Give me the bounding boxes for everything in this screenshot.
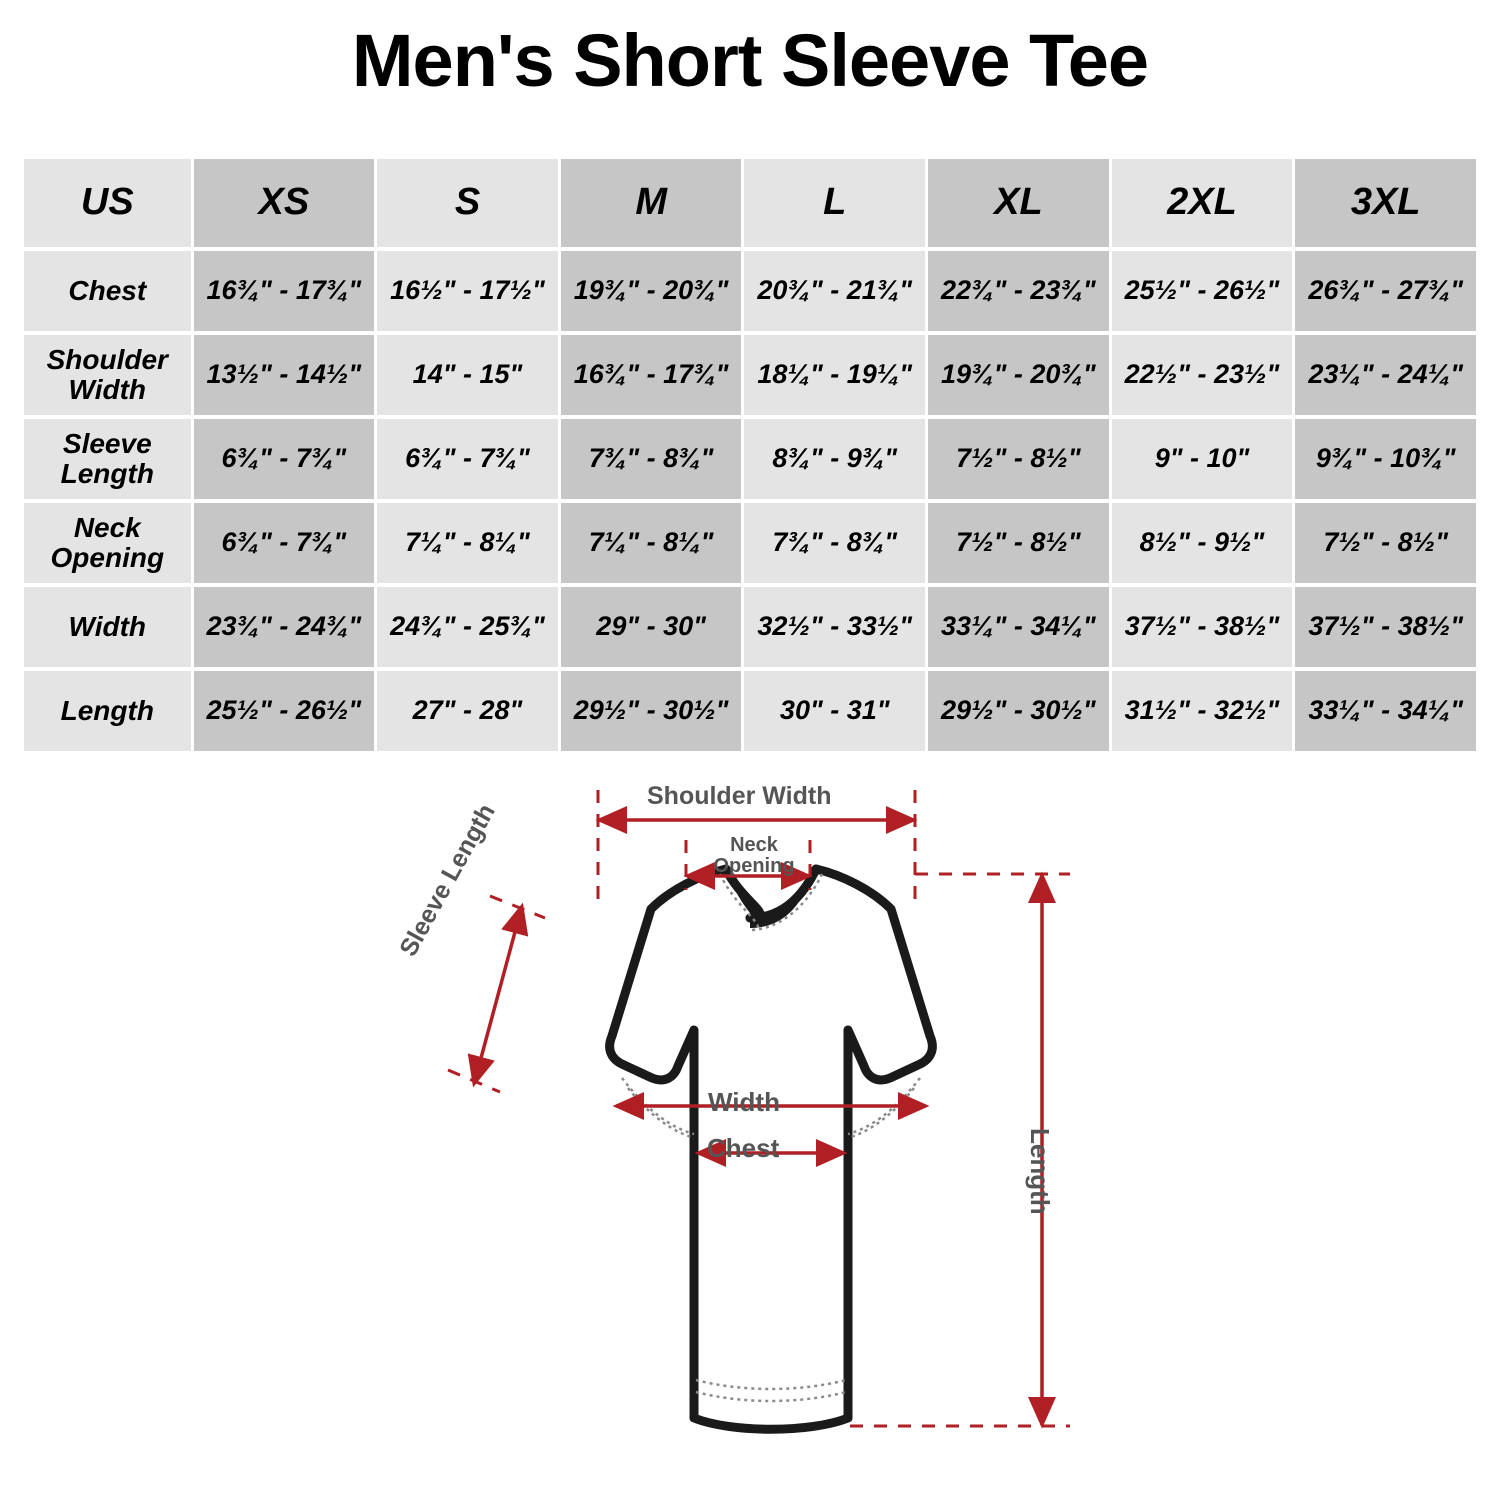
- cell-neck-xs: 6¾" - 7¾": [193, 503, 375, 583]
- cell-length-xl: 29½" - 30½": [928, 671, 1109, 751]
- cell-length-l: 30" - 31": [744, 671, 926, 751]
- width-label: Width: [708, 1087, 780, 1117]
- page-title: Men's Short Sleeve Tee: [351, 19, 1149, 102]
- table-header-row: US XS S M L XL 2XL 3XL: [24, 159, 1476, 247]
- cell-sleeve-2xl: 9" - 10": [1111, 419, 1293, 499]
- cell-width-m: 29" - 30": [560, 587, 742, 667]
- cell-shoulder-m: 16¾" - 17¾": [560, 335, 742, 415]
- cell-width-xl: 33¼" - 34¼": [928, 587, 1109, 667]
- cell-neck-m: 7¼" - 8¼": [560, 503, 742, 583]
- sleeve-length-arrow: [467, 902, 529, 1088]
- row-label-line-1: Shoulder: [46, 343, 168, 375]
- header-cell-l: L: [744, 159, 926, 247]
- row-label-shoulder-width: Shoulder Width: [24, 335, 191, 415]
- row-label-sleeve-length: Sleeve Length: [24, 419, 191, 499]
- cell-width-l: 32½" - 33½": [744, 587, 926, 667]
- cell-neck-3xl: 7½" - 8½": [1295, 503, 1476, 583]
- table-row: Width 23¾" - 24¾" 24¾" - 25¾" 29" - 30" …: [24, 587, 1476, 667]
- cell-shoulder-l: 18¼" - 19¼": [744, 335, 926, 415]
- header-cell-us: US: [24, 159, 191, 247]
- cell-shoulder-s: 14" - 15": [377, 335, 558, 415]
- cell-sleeve-xl: 7½" - 8½": [928, 419, 1109, 499]
- row-label-width: Width: [24, 587, 191, 667]
- cell-sleeve-s: 6¾" - 7¾": [377, 419, 558, 499]
- cell-width-s: 24¾" - 25¾": [377, 587, 558, 667]
- cell-shoulder-xl: 19¾" - 20¾": [928, 335, 1109, 415]
- cell-width-xs: 23¾" - 24¾": [193, 587, 375, 667]
- row-label-line-2: Length: [60, 458, 154, 489]
- neck-opening-label-line-2: Opening: [713, 855, 795, 877]
- chest-label: Chest: [707, 1133, 780, 1163]
- cell-length-xs: 25½" - 26½": [193, 671, 375, 751]
- measurement-diagram: Shoulder Width Neck Opening Sleeve Lengt…: [370, 778, 1130, 1498]
- neck-opening-label: Neck Opening: [709, 835, 799, 877]
- row-label-line-1: Neck: [73, 511, 141, 543]
- cell-chest-2xl: 25½" - 26½": [1111, 251, 1293, 331]
- dimension-arrows: [467, 806, 1056, 1429]
- cell-chest-s: 16½" - 17½": [377, 251, 558, 331]
- header-cell-3xl: 3XL: [1295, 159, 1476, 247]
- cell-length-3xl: 33¼" - 34¼": [1295, 671, 1476, 751]
- cell-length-s: 27" - 28": [377, 671, 558, 751]
- table-row: Sleeve Length 6¾" - 7¾" 6¾" - 7¾" 7¾" - …: [24, 419, 1476, 499]
- cell-sleeve-xs: 6¾" - 7¾": [193, 419, 375, 499]
- table-row: Shoulder Width 13½" - 14½" 14" - 15" 16¾…: [24, 335, 1476, 415]
- cell-chest-3xl: 26¾" - 27¾": [1295, 251, 1476, 331]
- cell-chest-l: 20¾" - 21¾": [744, 251, 926, 331]
- cell-neck-s: 7¼" - 8¼": [377, 503, 558, 583]
- cell-neck-2xl: 8½" - 9½": [1111, 503, 1293, 583]
- row-label-chest: Chest: [24, 251, 191, 331]
- size-chart-table: US XS S M L XL 2XL 3XL Chest 16¾" - 17¾"…: [21, 155, 1479, 755]
- cell-shoulder-2xl: 22½" - 23½": [1111, 335, 1293, 415]
- cell-sleeve-3xl: 9¾" - 10¾": [1295, 419, 1476, 499]
- cell-width-2xl: 37½" - 38½": [1111, 587, 1293, 667]
- header-cell-xl: XL: [928, 159, 1109, 247]
- cell-sleeve-m: 7¾" - 8¾": [560, 419, 742, 499]
- row-label-neck-opening: Neck Opening: [24, 503, 191, 583]
- header-cell-xs: XS: [193, 159, 375, 247]
- cell-neck-l: 7¾" - 8¾": [744, 503, 926, 583]
- cell-length-2xl: 31½" - 32½": [1111, 671, 1293, 751]
- row-label-length: Length: [24, 671, 191, 751]
- row-label-line-2: Width: [68, 374, 147, 405]
- cell-shoulder-xs: 13½" - 14½": [193, 335, 375, 415]
- cell-length-m: 29½" - 30½": [560, 671, 742, 751]
- shoulder-width-label: Shoulder Width: [647, 782, 832, 810]
- cell-neck-xl: 7½" - 8½": [928, 503, 1109, 583]
- row-label-line-1: Sleeve: [62, 427, 152, 459]
- table-row: Length 25½" - 26½" 27" - 28" 29½" - 30½"…: [24, 671, 1476, 751]
- neck-opening-label-line-1: Neck: [730, 834, 778, 856]
- table-row: Neck Opening 6¾" - 7¾" 7¼" - 8¼" 7¼" - 8…: [24, 503, 1476, 583]
- row-label-line-2: Opening: [50, 542, 165, 573]
- header-cell-s: S: [377, 159, 558, 247]
- header-cell-m: M: [560, 159, 742, 247]
- table-row: Chest 16¾" - 17¾" 16½" - 17½" 19¾" - 20¾…: [24, 251, 1476, 331]
- header-cell-2xl: 2XL: [1111, 159, 1293, 247]
- cell-shoulder-3xl: 23¼" - 24¼": [1295, 335, 1476, 415]
- cell-chest-xs: 16¾" - 17¾": [193, 251, 375, 331]
- cell-chest-xl: 22¾" - 23¾": [928, 251, 1109, 331]
- cell-sleeve-l: 8¾" - 9¾": [744, 419, 926, 499]
- cell-width-3xl: 37½" - 38½": [1295, 587, 1476, 667]
- cell-chest-m: 19¾" - 20¾": [560, 251, 742, 331]
- length-label: Length: [1025, 1128, 1055, 1215]
